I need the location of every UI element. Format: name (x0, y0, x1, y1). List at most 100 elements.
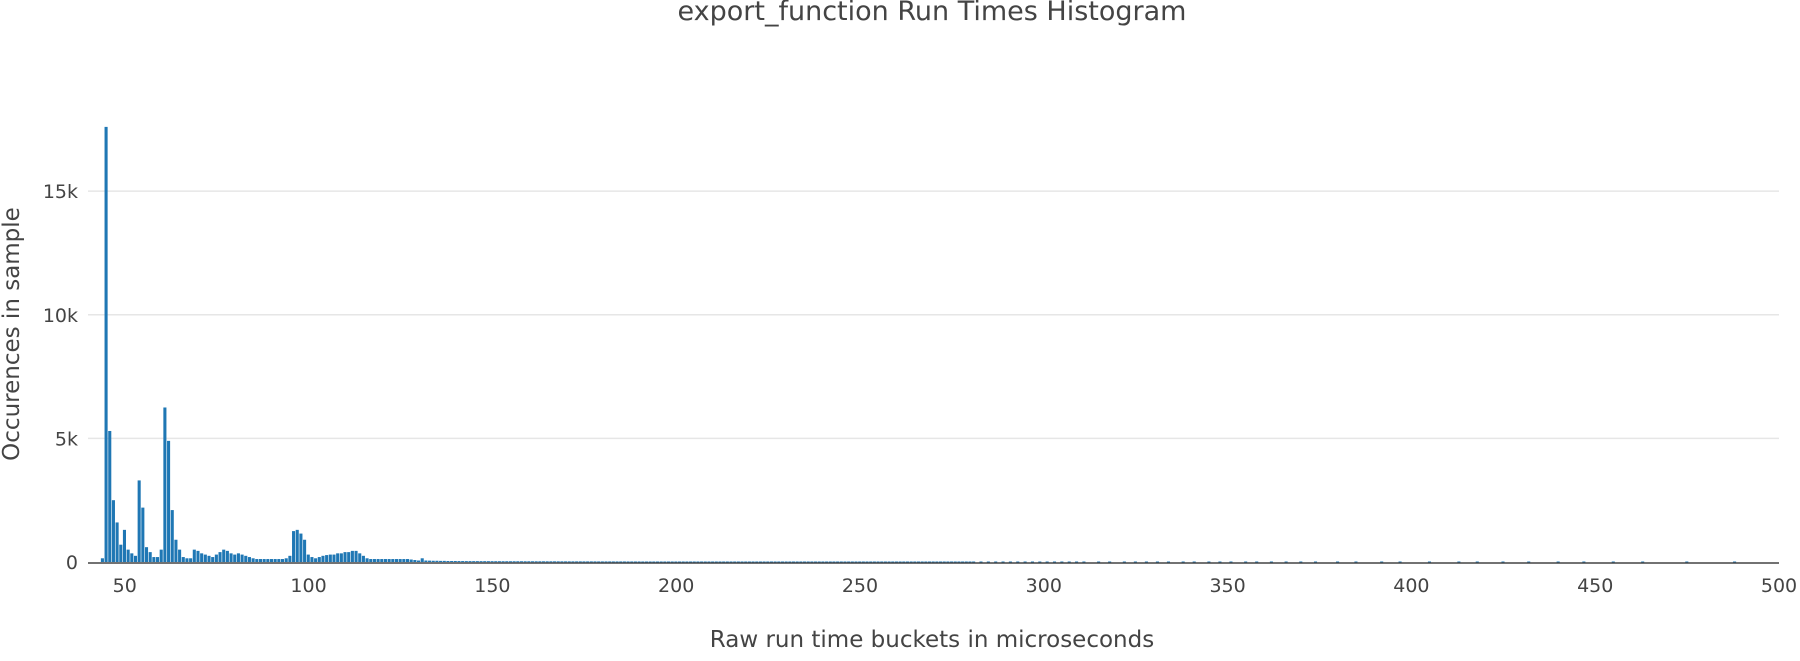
histogram-bar (244, 555, 248, 562)
histogram-bar (380, 559, 384, 562)
histogram-bar (909, 561, 913, 563)
histogram-bar (972, 561, 976, 563)
histogram-bar (200, 553, 204, 562)
histogram-bar (1052, 561, 1057, 563)
histogram-bar (1082, 561, 1086, 563)
histogram-bar (736, 561, 740, 563)
x-tick-label: 300 (1026, 575, 1062, 597)
histogram-bar (714, 561, 718, 563)
histogram-bar (854, 561, 858, 563)
histogram-bar (446, 561, 450, 563)
histogram-bar (523, 561, 527, 563)
histogram-bar (839, 561, 843, 563)
histogram-bar (769, 561, 773, 563)
histogram-bar (192, 549, 196, 562)
x-tick-label: 150 (474, 575, 510, 597)
histogram-bar (189, 558, 193, 562)
histogram-bar (788, 561, 792, 563)
histogram-bar (1398, 561, 1402, 563)
histogram-bar (490, 561, 494, 563)
histogram-bar (361, 555, 365, 562)
histogram-bar (711, 561, 715, 563)
histogram-bar (894, 561, 898, 563)
histogram-bar (365, 558, 369, 562)
histogram-bar (589, 561, 593, 563)
histogram-bar (725, 561, 729, 563)
histogram-bar (1108, 561, 1112, 563)
histogram-bar (564, 561, 568, 563)
histogram-bar (773, 561, 777, 563)
x-tick-label: 100 (290, 575, 326, 597)
histogram-bar (608, 561, 612, 563)
histogram-bar (450, 561, 454, 563)
histogram-bar (457, 561, 461, 563)
histogram-bar (398, 559, 402, 562)
histogram-bar (861, 561, 865, 563)
histogram-bar (1166, 561, 1171, 563)
histogram-bar (1008, 561, 1012, 563)
histogram-bar (707, 561, 711, 563)
histogram-bar (880, 561, 884, 563)
histogram-bar (850, 561, 854, 563)
histogram-bar (508, 561, 512, 563)
histogram-bar (413, 560, 417, 562)
histogram-bar (214, 554, 218, 562)
histogram-bar (828, 561, 832, 563)
histogram-bar (883, 561, 887, 563)
y-tick-label: 0 (66, 552, 78, 574)
histogram-bar (178, 549, 182, 562)
histogram-bar (288, 555, 292, 562)
histogram-bar (979, 561, 983, 563)
histogram-bar (964, 561, 968, 563)
histogram-bar (615, 561, 619, 563)
histogram-bar (942, 561, 946, 563)
histogram-bar (1075, 561, 1079, 563)
histogram-bar (141, 507, 145, 562)
histogram-bar (148, 552, 152, 562)
histogram-bar (1155, 561, 1159, 563)
histogram-bar (1181, 561, 1185, 563)
histogram-bar (869, 561, 873, 563)
histogram-bar (174, 539, 178, 562)
histogram-bar (516, 561, 520, 563)
histogram-bar (747, 561, 751, 563)
histogram-bar (802, 561, 807, 563)
histogram-bar (343, 552, 347, 562)
histogram-bar (957, 561, 961, 563)
histogram-bar (453, 561, 457, 563)
histogram-bar (586, 561, 590, 563)
histogram-bar (872, 561, 876, 563)
histogram-bar (780, 561, 785, 563)
histogram-bar (931, 561, 935, 563)
histogram-bar (269, 559, 274, 562)
histogram-bar (347, 552, 351, 562)
histogram-bar (758, 561, 762, 563)
histogram-bar (622, 561, 626, 563)
histogram-bar (795, 561, 799, 563)
histogram-bar (1067, 561, 1071, 563)
histogram-bars (100, 126, 1737, 563)
histogram-bar (703, 561, 707, 563)
histogram-bar (681, 561, 685, 563)
histogram-bar (1354, 561, 1358, 563)
histogram-bar (1144, 561, 1148, 563)
histogram-bar (258, 559, 263, 562)
histogram-bar (325, 555, 329, 562)
histogram-bar (126, 549, 130, 562)
histogram-bar (299, 533, 303, 562)
histogram-bar (1229, 561, 1233, 563)
histogram-bar (122, 529, 126, 562)
histogram-bar (420, 558, 424, 562)
histogram-bar (567, 561, 571, 563)
histogram-bar (1475, 561, 1479, 563)
histogram-bar (203, 554, 207, 562)
histogram-bar (133, 555, 138, 562)
histogram-bar (865, 561, 869, 563)
histogram-bar (505, 561, 509, 563)
histogram-bar (130, 553, 134, 562)
histogram-bar (1336, 561, 1340, 563)
histogram-bar (924, 561, 928, 563)
x-tick-label: 450 (1577, 575, 1613, 597)
axes: 0 5k 10k 15k 50 100 150 200 250 300 350 400 450 500 (43, 181, 1797, 597)
